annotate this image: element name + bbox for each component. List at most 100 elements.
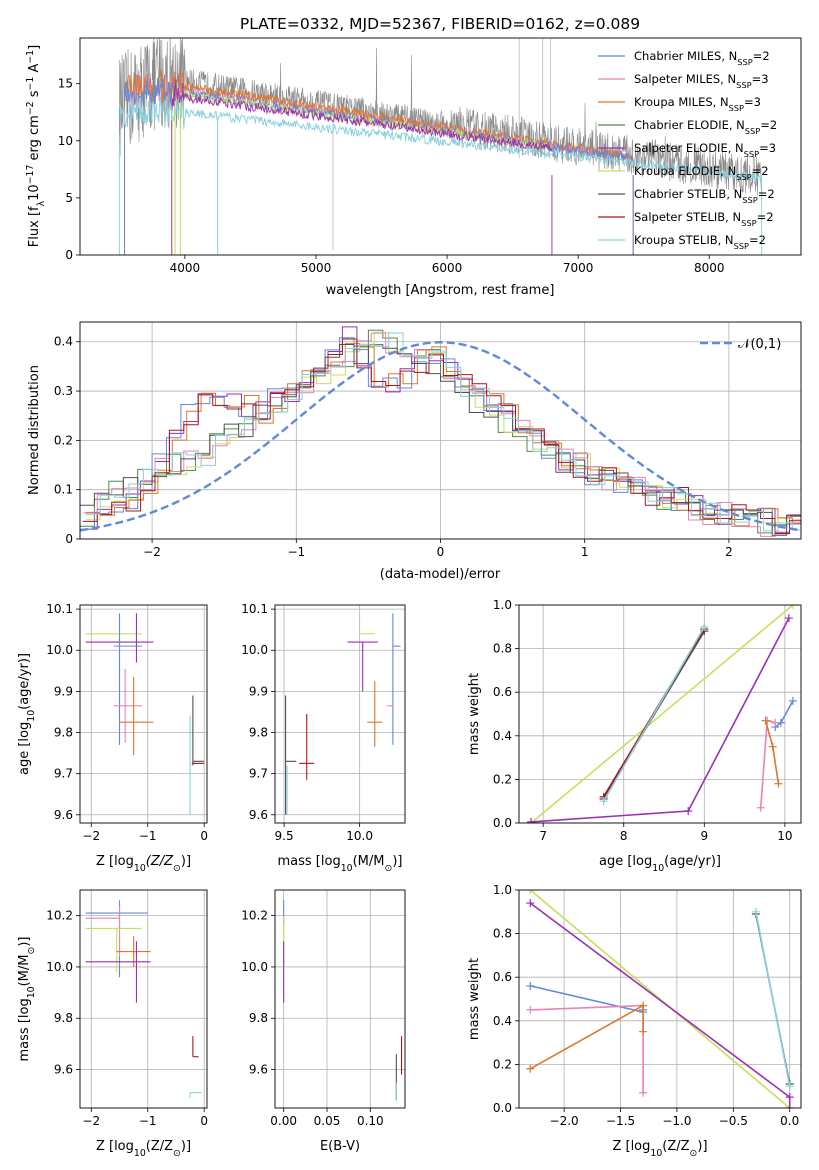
histogram-5: [85, 343, 801, 527]
y-tick-label: 0.2: [493, 1057, 512, 1071]
x-tick-label: 10: [777, 829, 792, 843]
series-marker-7-2: [774, 779, 783, 788]
y-tick-label: 5: [65, 191, 73, 205]
legend-label-2: Kroupa MILES, NSSP=3: [634, 95, 761, 113]
data-spectrum-line: [119, 38, 762, 197]
legend-label-8: Kroupa STELIB, NSSP=2: [634, 233, 766, 251]
y-tick-label: 10.2: [241, 909, 268, 923]
series-marker-3-0: [526, 1005, 535, 1014]
axes-mass-vs-EBV: 0.00 0.05 0.10 9.6 9.8 10.0 10.2 E(B-V): [241, 889, 406, 1154]
series-marker-4-2: [784, 614, 793, 623]
series-marker-1-1: [785, 1093, 794, 1102]
y-label-mass-weight-vs-age: mass weight: [467, 673, 482, 755]
y-tick-label: 0.4: [493, 729, 512, 743]
x-tick-label: 0.10: [357, 1114, 384, 1128]
axes-frame: [518, 889, 802, 1109]
legend-label-1: Salpeter MILES, NSSP=3: [634, 72, 769, 90]
residuals-y-label: Normed distribution: [27, 365, 42, 495]
y-tick-label: 0.1: [54, 483, 73, 497]
normal-curve: [80, 340, 801, 532]
x-tick-label: 0.05: [314, 1114, 341, 1128]
series-marker-4-2: [639, 1027, 648, 1036]
plot-area-age-vs-mass: [275, 605, 405, 823]
spectrum-y-label: Flux [fλ10−17 erg cm−2 s−1 A−1]: [25, 45, 47, 247]
axes-frame: [518, 604, 802, 824]
plot-area-age-vs-Z: [80, 605, 207, 823]
y-tick-label: 0.8: [493, 642, 512, 656]
y-tick-label: 0.6: [493, 970, 512, 984]
figure-title: PLATE=0332, MJD=52367, FIBERID=0162, z=0…: [240, 15, 640, 33]
y-tick-label: 9.7: [249, 767, 268, 781]
x-tick-label: −1: [139, 829, 157, 843]
axes-mass-weight-vs-Z: −2.0 −1.5 −1.0 −0.5 0.0 0.0 0.2 0.4 0.6 0.8 1.0 Z […: [467, 883, 802, 1159]
series-marker-2-0: [526, 981, 535, 990]
y-tick-label: 9.6: [249, 1063, 268, 1077]
x-tick-label: −2: [82, 829, 100, 843]
legend-label-0: Chabrier MILES, NSSP=2: [634, 49, 770, 67]
plot-area-mass-vs-EBV: [275, 890, 405, 1108]
legend-label-3: Chabrier ELODIE, NSSP=2: [634, 118, 777, 136]
y-tick-label: 0.6: [493, 685, 512, 699]
x-tick-label: 8: [620, 829, 628, 843]
y-tick-label: 9.9: [249, 684, 268, 698]
y-tick-label: 10.0: [241, 960, 268, 974]
series-marker-1-2: [785, 1104, 794, 1108]
series-marker-0-0: [526, 890, 535, 894]
series-marker-1-0: [526, 899, 535, 908]
y-tick-label: 9.7: [54, 767, 73, 781]
x-label-mass-vs-Z: Z [log10(Z/Z⊙)]: [96, 1139, 191, 1159]
y-tick-label: 9.8: [54, 1011, 73, 1025]
x-tick-label: 2: [725, 545, 733, 559]
series-marker-4-0: [526, 1064, 535, 1073]
x-label-mass-vs-EBV: E(B-V): [320, 1139, 360, 1154]
series-marker-6-1: [785, 1082, 794, 1091]
x-tick-label: −0.5: [719, 1114, 748, 1128]
series-marker-3-2: [639, 1088, 648, 1097]
axes-spectrum: 4000 5000 6000 7000 8000 0 5 10 15 wavelength [An…: [25, 37, 802, 298]
y-tick-label: 10.1: [241, 602, 268, 616]
series-marker-7-1: [768, 742, 777, 751]
legend-label-7: Salpeter STELIB, NSSP=2: [634, 210, 774, 228]
plot-area-residuals: [80, 322, 801, 539]
axes-frame: [274, 604, 406, 824]
x-tick-label: −1.5: [606, 1114, 635, 1128]
axes-frame: [274, 889, 406, 1109]
series-line-6: [755, 911, 791, 1087]
x-tick-label: −1: [287, 545, 305, 559]
y-tick-label: 0.2: [493, 772, 512, 786]
x-tick-label: 0: [200, 1114, 208, 1128]
x-tick-label: 4000: [170, 261, 201, 275]
series-marker-0-1: [788, 605, 797, 609]
x-tick-label: 7: [539, 829, 547, 843]
y-label-mass-vs-Z: mass [log10(M/M⊙)]: [17, 937, 37, 1062]
y-tick-label: 10.0: [241, 643, 268, 657]
series-marker-7-0: [761, 716, 770, 725]
y-tick-label: 0: [65, 248, 73, 262]
axes-mass-vs-Z: −2 −1 0 9.6 9.8 10.0 10.2 Z [log10(Z/Z⊙)] mass […: [17, 889, 208, 1159]
x-tick-label: 6000: [432, 261, 463, 275]
y-tick-label: 9.9: [54, 684, 73, 698]
x-label-age-vs-Z: Z [log10(Z/Z⊙)]: [96, 854, 191, 874]
x-tick-label: 9: [700, 829, 708, 843]
y-tick-label: 10: [58, 134, 73, 148]
y-tick-label: 1.0: [493, 598, 512, 612]
x-label-age-vs-mass: mass [log10(M/M⊙)]: [278, 854, 403, 874]
axes-frame: [79, 604, 208, 824]
y-tick-label: 1.0: [493, 883, 512, 897]
series-marker-6-2: [771, 718, 780, 727]
y-tick-label: 0.3: [54, 384, 73, 398]
series-marker-5-2: [788, 696, 797, 705]
x-tick-label: 0: [200, 829, 208, 843]
x-tick-label: 0.0: [780, 1114, 799, 1128]
x-tick-label: 1: [581, 545, 589, 559]
model-line-4: [171, 78, 553, 152]
x-tick-label: 10.0: [346, 829, 373, 843]
plot-area-mass-vs-Z: [80, 890, 207, 1108]
y-tick-label: 0: [65, 532, 73, 546]
series-marker-4-1: [639, 1001, 648, 1010]
x-tick-label: 8000: [694, 261, 725, 275]
axes-age-vs-Z: −2 −1 0 9.6 9.7 9.8 9.9 10.0 10.1 Z [log10(Z/Z⊙)]…: [17, 602, 208, 873]
plot-area-mass-weight-vs-age: [519, 605, 801, 823]
x-tick-label: −2: [143, 545, 161, 559]
